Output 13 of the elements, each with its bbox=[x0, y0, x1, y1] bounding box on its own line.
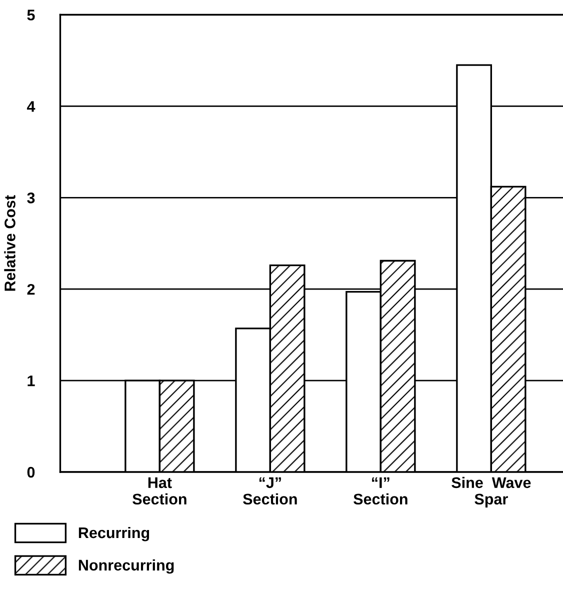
x-tick-label: Hat Section bbox=[132, 477, 186, 505]
y-tick-label: 2 bbox=[27, 284, 35, 295]
x-tick-label: “J” Section bbox=[243, 477, 297, 505]
legend-label: Nonrecurring bbox=[78, 559, 174, 574]
x-tick-label: Sine Wave Spar bbox=[452, 476, 531, 508]
y-tick-label: 3 bbox=[27, 192, 35, 204]
y-axis-title: Relative Cost bbox=[4, 195, 16, 291]
x-tick-label: “I” Section bbox=[354, 477, 408, 505]
y-tick-label: 4 bbox=[26, 101, 36, 112]
legend-label: Recurring bbox=[78, 526, 150, 542]
y-tick-label: 0 bbox=[27, 466, 35, 478]
y-tick-label: 1 bbox=[28, 376, 35, 386]
y-tick-label: 5 bbox=[27, 10, 35, 20]
